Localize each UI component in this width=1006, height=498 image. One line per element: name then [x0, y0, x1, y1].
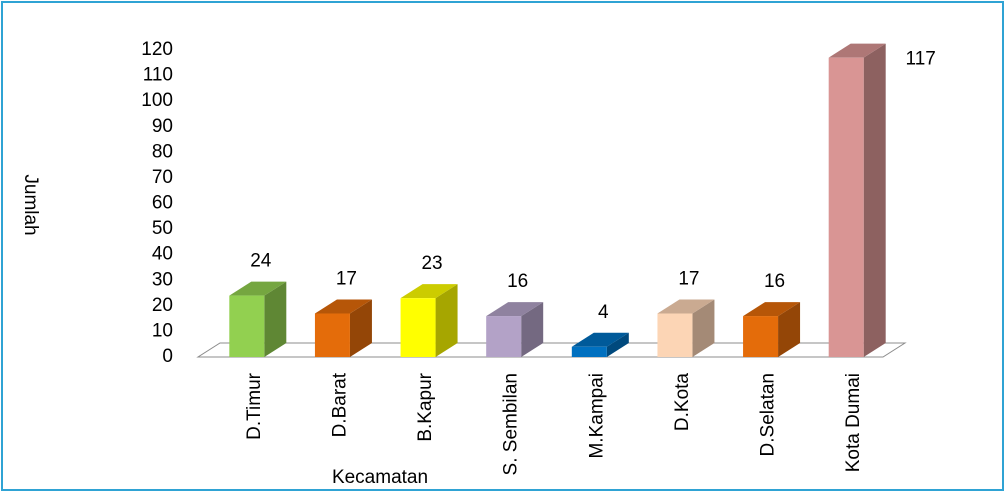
bar-top — [229, 281, 287, 296]
y-tick-label: 0 — [162, 346, 173, 367]
x-tick-label: D.Barat — [329, 372, 350, 437]
y-axis-label: Jumlah — [20, 174, 41, 235]
bar-side — [692, 299, 715, 357]
bar — [743, 316, 779, 357]
bar-top — [571, 332, 629, 347]
bar-top — [657, 299, 715, 314]
y-tick-label: 30 — [152, 269, 173, 290]
bar-side — [435, 284, 458, 357]
x-tick-label: S. Sembilan — [501, 373, 522, 475]
y-tick-label: 60 — [152, 193, 173, 214]
bar-top — [314, 299, 372, 314]
bar-top — [486, 302, 544, 317]
value-label: 16 — [764, 271, 785, 292]
bar — [400, 298, 436, 357]
bar — [486, 316, 522, 357]
bar-side — [606, 332, 629, 357]
y-tick-label: 40 — [152, 244, 173, 265]
y-tick-label: 90 — [152, 116, 173, 137]
bar — [657, 313, 693, 357]
bar-top — [743, 302, 801, 317]
bar-side — [264, 281, 287, 357]
bar — [229, 295, 265, 357]
x-tick-label: B.Kapur — [415, 372, 436, 441]
bar — [314, 313, 350, 357]
value-label: 17 — [336, 269, 357, 290]
value-label: 17 — [678, 269, 699, 290]
y-tick-label: 110 — [143, 65, 173, 86]
bar-top — [400, 284, 458, 299]
x-tick-label: M.Kampai — [586, 373, 607, 459]
floor — [196, 342, 907, 358]
y-tick-label: 80 — [152, 141, 173, 162]
y-tick-label: 100 — [141, 90, 173, 111]
x-axis-label: Kecamatan — [332, 467, 428, 488]
value-label: 24 — [250, 251, 272, 272]
bar-side — [521, 302, 544, 357]
y-tick-label: 10 — [152, 320, 173, 341]
value-label: 16 — [507, 271, 528, 292]
y-tick-label: 120 — [141, 39, 173, 60]
y-tick-label: 20 — [152, 295, 173, 316]
bar-side — [349, 299, 372, 357]
value-label: 117 — [906, 49, 936, 70]
x-tick-label: D.Timur — [244, 372, 265, 440]
y-tick-label: 70 — [152, 167, 173, 188]
bar-side — [863, 43, 886, 358]
x-tick-label: D.Kota — [672, 373, 693, 432]
x-tick-label: Kota Dumai — [843, 373, 864, 472]
bar — [571, 346, 607, 357]
value-label: 23 — [421, 253, 442, 274]
bar — [828, 57, 864, 358]
x-tick-label: D.Selatan — [758, 373, 779, 456]
bar-top — [828, 43, 886, 58]
bar-side — [778, 302, 801, 357]
y-tick-label: 50 — [152, 218, 173, 239]
value-label: 4 — [598, 302, 609, 323]
